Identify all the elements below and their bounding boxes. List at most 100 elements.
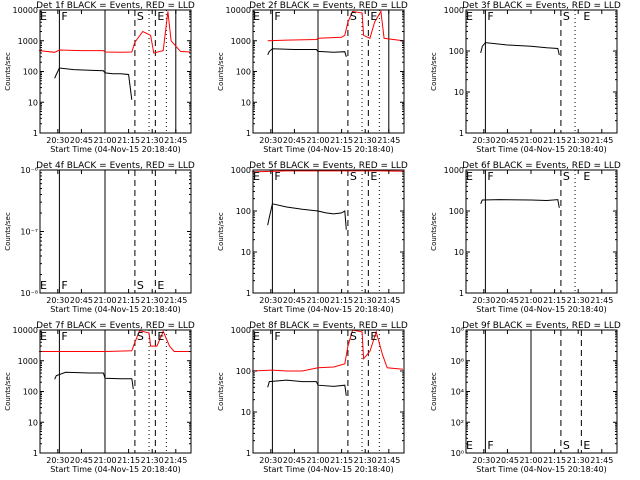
x-tick-label: 20:30 [46, 136, 69, 145]
plot-frame [39, 329, 192, 454]
x-axis-title: Start Time (04-Nov-15 20:18:40) [263, 465, 393, 474]
x-axis-title: Start Time (04-Nov-15 20:18:40) [476, 145, 606, 154]
event-marker-label: S [350, 330, 357, 343]
x-tick-label: 21:30 [141, 136, 164, 145]
x-tick-label: 20:30 [259, 136, 282, 145]
event-marker-label: E [40, 330, 47, 343]
event-marker-label: S [137, 330, 144, 343]
x-tick-label: 21:45 [164, 296, 187, 305]
y-axis-title: Counts/sec [430, 212, 438, 251]
plot-frame [252, 169, 405, 294]
x-tick-label: 21:15 [330, 136, 353, 145]
y-tick-label: 10 [241, 98, 251, 107]
y-axis-title: Counts/sec [4, 52, 12, 91]
x-tick-label: 21:30 [567, 296, 590, 305]
series-events-line [480, 199, 560, 208]
detector-panel-9: Det 9f BLACK = Events, RED = LLD 10⁰ 10² 10… [430, 321, 621, 474]
event-marker-label: S [350, 10, 357, 23]
x-tick-label: 20:45 [70, 296, 93, 305]
x-axis-title: Start Time (04-Nov-15 20:18:40) [50, 305, 180, 314]
event-marker-label: S [137, 279, 144, 292]
x-tick-label: 21:15 [543, 456, 566, 465]
plot-frame [252, 329, 405, 454]
y-tick-label: 100 [236, 367, 251, 376]
y-tick-label: 10² [451, 418, 464, 427]
x-tick-label: 20:30 [472, 136, 495, 145]
x-tick-label: 21:00 [306, 136, 329, 145]
event-marker-label: F [61, 330, 67, 343]
x-tick-label: 21:15 [330, 456, 353, 465]
event-marker-label: E [253, 10, 260, 23]
x-tick-label: 21:00 [519, 456, 542, 465]
detector-panel-2: Det 2f BLACK = Events, RED = LLD 1 10 100 10… [217, 1, 408, 154]
event-marker-label: E [583, 439, 590, 452]
detector-panel-6: Det 6f BLACK = Events, RED = LLD 1 10 100 10… [430, 161, 621, 314]
series-lld-line [267, 9, 404, 42]
y-tick-label: 10 [28, 98, 38, 107]
y-tick-label: 1 [246, 289, 251, 298]
y-tick-label: 100 [236, 207, 251, 216]
series-events-line [54, 371, 134, 390]
event-marker-label: E [583, 170, 590, 183]
y-tick-label: 10⁴ [451, 388, 464, 397]
plot-frame [39, 9, 192, 134]
y-tick-label: 10⁸ [451, 326, 464, 335]
detector-panel-8: Det 8f BLACK = Events, RED = LLD 1 10 100 10… [217, 321, 408, 474]
x-tick-label: 21:00 [519, 296, 542, 305]
event-marker-label: E [157, 279, 164, 292]
y-axis-title: Counts/sec [217, 212, 225, 251]
y-tick-label: 10 [241, 408, 251, 417]
x-tick-label: 21:30 [141, 456, 164, 465]
x-tick-label: 20:30 [472, 296, 495, 305]
panel-title: Det 9f BLACK = Events, RED = LLD [462, 321, 621, 331]
y-tick-label: 10⁻⁸ [20, 289, 38, 298]
y-tick-label: 1 [246, 449, 251, 458]
x-tick-label: 21:00 [93, 136, 116, 145]
x-tick-label: 20:45 [496, 296, 519, 305]
y-tick-label: 1000 [231, 37, 251, 46]
x-tick-label: 21:00 [306, 456, 329, 465]
series-lld-line [251, 329, 404, 372]
plot-frame [465, 169, 618, 294]
y-tick-label: 10000 [13, 6, 38, 15]
y-tick-label: 1 [246, 129, 251, 138]
y-axis-title: Counts/sec [430, 372, 438, 411]
event-marker-label: S [350, 170, 357, 183]
x-tick-label: 21:45 [377, 296, 400, 305]
x-tick-label: 20:45 [283, 296, 306, 305]
event-marker-label: E [253, 170, 260, 183]
series-events-line [267, 203, 347, 230]
x-tick-label: 20:30 [46, 456, 69, 465]
x-tick-label: 20:45 [496, 456, 519, 465]
y-tick-label: 10 [454, 248, 464, 257]
detector-panel-4: Det 4f BLACK = Events, RED = LLD 10⁻⁸ 10⁻⁷… [4, 161, 195, 314]
series-events-line [267, 48, 347, 57]
event-marker-label: E [466, 439, 473, 452]
event-marker-label: F [487, 170, 493, 183]
y-tick-label: 10⁻⁶ [20, 166, 38, 175]
x-tick-label: 21:15 [543, 136, 566, 145]
x-tick-label: 20:30 [472, 456, 495, 465]
x-tick-label: 21:45 [377, 456, 400, 465]
event-marker-label: F [274, 10, 280, 23]
y-tick-label: 10⁰ [451, 449, 464, 458]
event-marker-label: E [40, 279, 47, 292]
x-tick-label: 21:30 [567, 456, 590, 465]
x-tick-label: 21:45 [590, 296, 613, 305]
x-tick-label: 21:15 [117, 456, 140, 465]
panel-title: Det 2f BLACK = Events, RED = LLD [249, 1, 408, 11]
plot-frame [252, 9, 405, 134]
y-tick-label: 10⁶ [451, 357, 464, 366]
x-tick-label: 20:30 [259, 456, 282, 465]
event-marker-label: F [61, 279, 67, 292]
x-tick-label: 20:45 [496, 136, 519, 145]
x-tick-label: 21:15 [330, 296, 353, 305]
panel-title: Det 6f BLACK = Events, RED = LLD [462, 161, 621, 171]
detector-panel-1: Det 1f BLACK = Events, RED = LLD 1 10 100 10… [4, 1, 195, 154]
event-marker-label: S [563, 10, 570, 23]
y-axis-title: Counts/sec [4, 372, 12, 411]
event-marker-label: E [466, 10, 473, 23]
y-tick-label: 10 [454, 88, 464, 97]
panel-title: Det 1f BLACK = Events, RED = LLD [36, 1, 195, 11]
event-marker-label: F [487, 439, 493, 452]
